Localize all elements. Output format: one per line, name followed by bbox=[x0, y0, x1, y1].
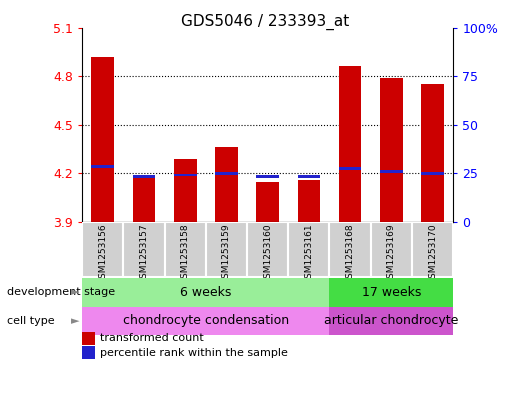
Text: development stage: development stage bbox=[7, 287, 115, 298]
Bar bbox=[92, 165, 114, 168]
Bar bbox=[330, 307, 453, 335]
Text: GSM1253169: GSM1253169 bbox=[387, 224, 396, 284]
Bar bbox=[132, 178, 155, 222]
Bar bbox=[297, 175, 320, 178]
Text: GSM1253168: GSM1253168 bbox=[346, 224, 355, 284]
Text: GSM1253170: GSM1253170 bbox=[428, 224, 437, 284]
Text: 6 weeks: 6 weeks bbox=[180, 286, 232, 299]
Bar bbox=[257, 182, 279, 222]
Text: GDS5046 / 233393_at: GDS5046 / 233393_at bbox=[181, 14, 349, 30]
Bar bbox=[421, 172, 444, 175]
Text: transformed count: transformed count bbox=[100, 333, 204, 343]
Bar bbox=[206, 222, 247, 277]
Bar bbox=[123, 222, 165, 277]
Bar bbox=[339, 167, 361, 170]
Text: percentile rank within the sample: percentile rank within the sample bbox=[100, 347, 287, 358]
Text: GSM1253159: GSM1253159 bbox=[222, 224, 231, 284]
Bar bbox=[339, 66, 361, 222]
Text: articular chondrocyte: articular chondrocyte bbox=[324, 314, 458, 327]
Bar bbox=[165, 222, 206, 277]
Bar bbox=[174, 159, 197, 222]
Text: 17 weeks: 17 weeks bbox=[361, 286, 421, 299]
Bar bbox=[215, 172, 238, 175]
Bar bbox=[174, 174, 197, 176]
Text: ►: ► bbox=[71, 287, 80, 298]
Bar bbox=[330, 222, 370, 277]
Bar bbox=[288, 222, 330, 277]
Bar bbox=[82, 278, 330, 307]
Text: GSM1253156: GSM1253156 bbox=[98, 224, 107, 284]
Bar bbox=[92, 57, 114, 222]
Bar bbox=[247, 222, 288, 277]
Bar bbox=[412, 222, 453, 277]
Bar bbox=[82, 222, 123, 277]
Bar bbox=[330, 278, 453, 307]
Bar bbox=[297, 180, 320, 222]
Bar bbox=[380, 170, 403, 173]
Text: chondrocyte condensation: chondrocyte condensation bbox=[123, 314, 289, 327]
Text: GSM1253161: GSM1253161 bbox=[304, 224, 313, 284]
Text: GSM1253157: GSM1253157 bbox=[139, 224, 148, 284]
Text: GSM1253160: GSM1253160 bbox=[263, 224, 272, 284]
Bar bbox=[215, 147, 238, 222]
Bar bbox=[257, 175, 279, 178]
Bar bbox=[370, 222, 412, 277]
Text: cell type: cell type bbox=[7, 316, 55, 326]
Bar bbox=[82, 307, 330, 335]
Bar bbox=[132, 175, 155, 178]
Text: GSM1253158: GSM1253158 bbox=[181, 224, 190, 284]
Text: ►: ► bbox=[71, 316, 80, 326]
Bar bbox=[380, 78, 403, 222]
Bar bbox=[421, 84, 444, 222]
